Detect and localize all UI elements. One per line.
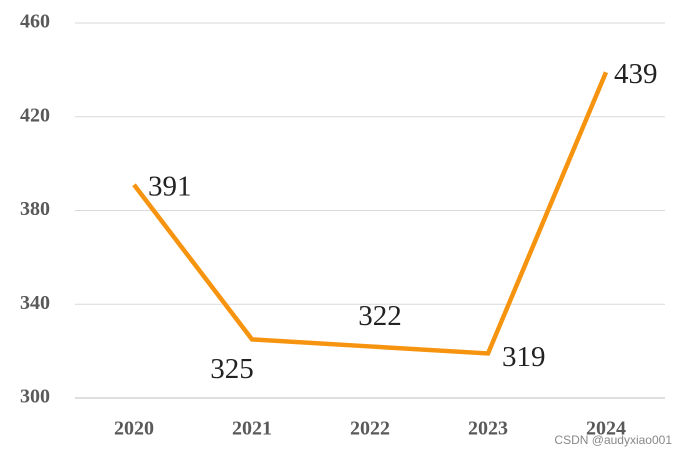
watermark: CSDN @audyxiao001	[554, 433, 672, 447]
y-tick-label: 460	[20, 11, 50, 33]
x-tick-label: 2023	[468, 418, 508, 440]
data-label: 391	[148, 170, 192, 202]
y-tick-label: 380	[20, 198, 50, 220]
y-tick-label: 420	[20, 104, 50, 126]
x-tick-label: 2021	[232, 418, 272, 440]
data-label: 319	[502, 341, 546, 373]
x-tick-label: 2024	[586, 418, 626, 440]
y-tick-label: 300	[20, 386, 50, 408]
x-tick-label: 2022	[350, 418, 390, 440]
data-label: 322	[358, 300, 402, 332]
y-tick-label: 340	[20, 292, 50, 314]
data-line	[132, 71, 609, 356]
data-label: 325	[210, 353, 254, 385]
x-tick-label: 2020	[114, 418, 154, 440]
data-label: 439	[614, 58, 658, 90]
